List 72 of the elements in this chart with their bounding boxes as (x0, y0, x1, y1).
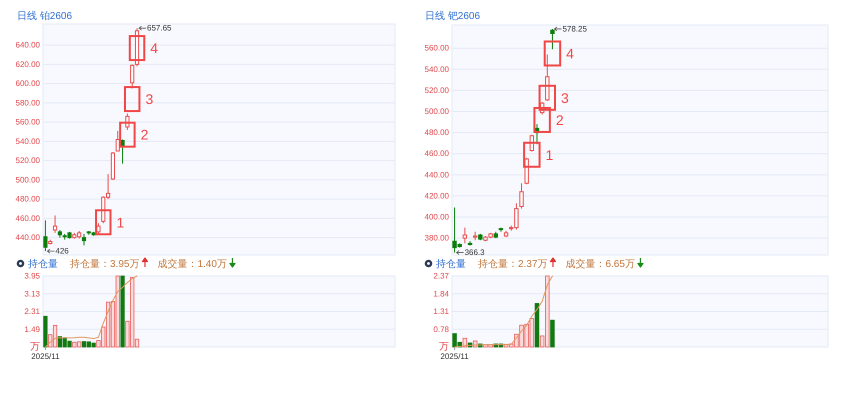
y-tick-label: 500.00 (16, 175, 41, 184)
text: 426 (55, 246, 69, 256)
y-tick-label: 460.00 (424, 149, 450, 158)
y-tick-label: 620.00 (16, 60, 41, 69)
line-series (44, 276, 138, 348)
y-tick-label: 2.31 (24, 307, 41, 316)
text: 成交量：6.65万 (565, 258, 635, 270)
series-label: 3 (561, 90, 570, 106)
text: 578.25 (562, 24, 587, 34)
candlestick (43, 220, 48, 252)
y-tick-label: 640.00 (16, 40, 41, 50)
y-tick-label: 600.00 (16, 79, 41, 88)
y-tick-label: 440.00 (16, 233, 41, 242)
y-tick-label: 460.00 (16, 214, 41, 223)
y-tick-label: 380.00 (424, 234, 450, 243)
text: 366.3 (464, 248, 485, 258)
candlestick (48, 239, 52, 245)
x-tick-label: 2025/11 (440, 352, 470, 361)
candlestick (462, 227, 468, 244)
chart-title: 持仓量 (28, 258, 58, 270)
y-tick-label: 520.00 (16, 156, 41, 166)
text: 成交量：1.40万 (157, 258, 227, 270)
candlestick (478, 233, 483, 241)
y-tick-label: 3.13 (24, 289, 41, 298)
text: 持仓量：2.37万 (478, 258, 548, 270)
y-tick-label: 万 (30, 342, 40, 352)
series-label: 1 (116, 214, 125, 230)
candlestick (58, 229, 62, 238)
y-tick-label: 万 (439, 342, 449, 352)
y-tick-label: 560.00 (16, 118, 41, 127)
candlestick (52, 215, 58, 234)
y-tick-label: 580.00 (16, 98, 41, 108)
y-tick-label: 420.00 (424, 191, 450, 200)
candlestick (498, 227, 504, 232)
y-tick-label: 480.00 (424, 128, 450, 138)
y-tick-label: 540.00 (424, 64, 450, 74)
chart-title: 持仓量 (436, 258, 466, 270)
candlestick (120, 139, 125, 164)
y-tick-label: 1.49 (24, 324, 41, 334)
series-label: 3 (145, 91, 154, 108)
candlestick (468, 240, 472, 246)
series-label: 1 (546, 146, 554, 163)
line-series (454, 276, 553, 348)
y-tick-label: 3.95 (24, 272, 41, 280)
x-tick-label: 2025/11 (31, 352, 60, 361)
y-tick-label: 560.00 (424, 44, 450, 53)
candlestick (82, 233, 86, 246)
y-tick-label: 500.00 (424, 107, 450, 116)
candlestick (550, 28, 555, 50)
y-tick-label: 0.78 (433, 324, 450, 334)
y-tick-label: 400.00 (424, 212, 450, 222)
chart-title: 日线 钯2606 (425, 10, 480, 22)
y-tick-label: 520.00 (424, 86, 450, 95)
y-tick-label: 540.00 (16, 136, 41, 146)
y-tick-label: 480.00 (16, 194, 41, 204)
candlestick (519, 182, 524, 210)
y-tick-label: 440.00 (424, 170, 450, 180)
chart-title: 日线 铂2606 (17, 10, 72, 22)
candlestick (110, 152, 116, 180)
candlestick (472, 231, 478, 241)
text: 持仓量：3.95万 (70, 258, 140, 270)
candlestick (494, 231, 498, 239)
text: 657.65 (147, 24, 172, 33)
series-label: 4 (566, 45, 574, 62)
candlestick (86, 230, 91, 236)
candlestick (504, 230, 508, 238)
series-label: 2 (140, 126, 149, 143)
series-label: 2 (556, 112, 564, 128)
y-tick-label: 1.84 (433, 289, 450, 298)
y-tick-label: 1.31 (433, 307, 450, 316)
series-label: 4 (150, 40, 158, 56)
y-tick-label: 2.37 (433, 272, 450, 280)
